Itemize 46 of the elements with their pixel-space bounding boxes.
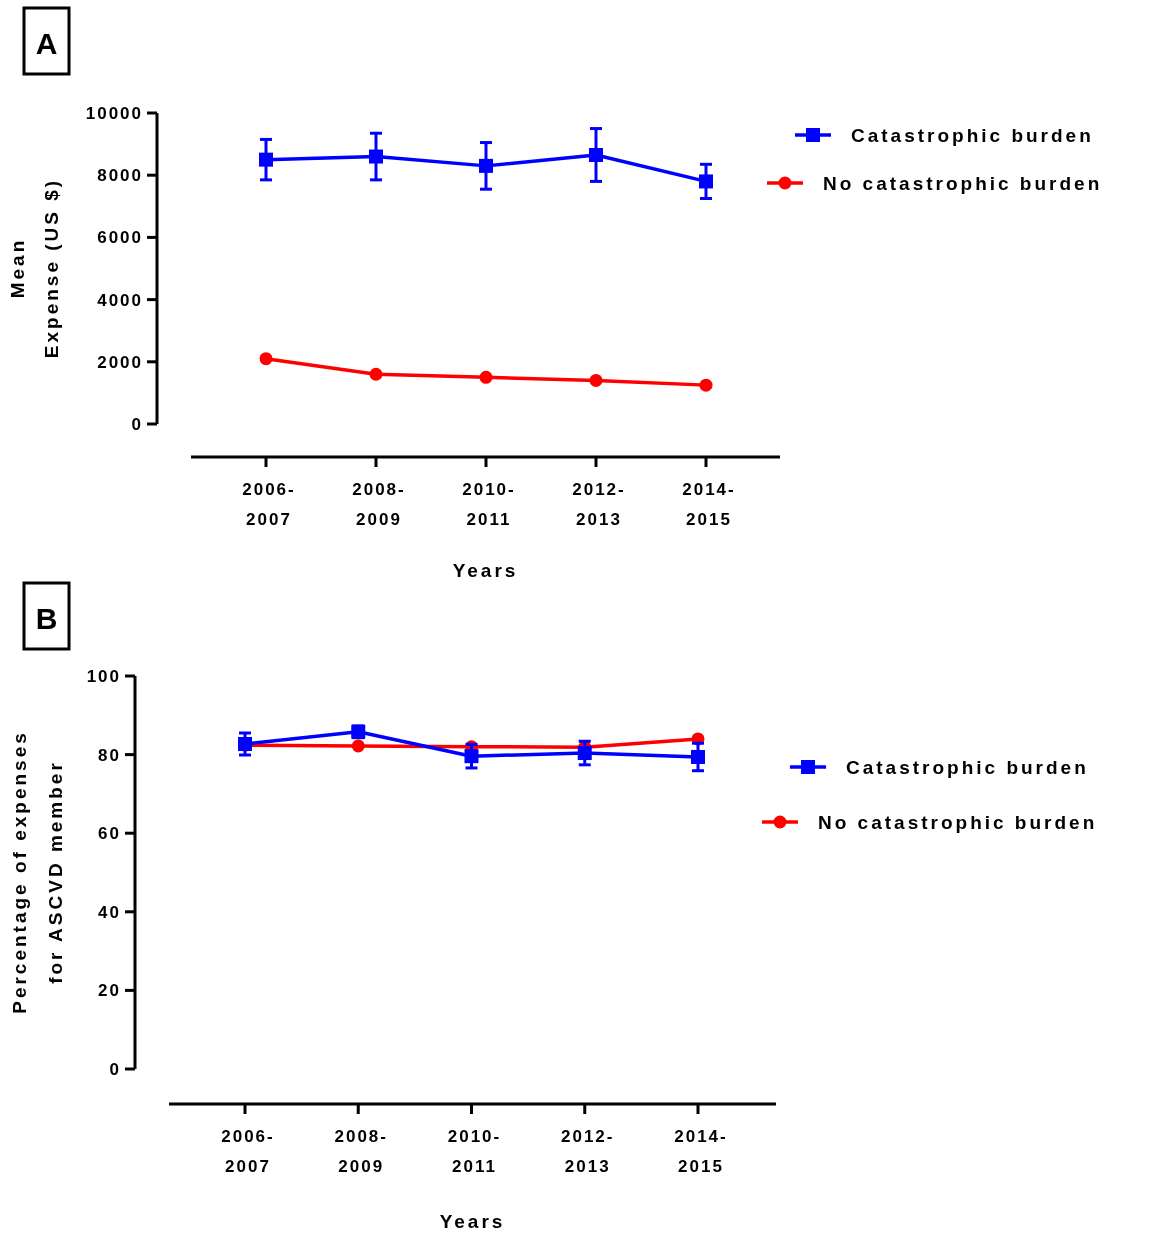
y-tick-label: 6000	[97, 228, 143, 248]
point	[351, 739, 365, 753]
x-tick-label: 2014- 2015	[674, 1127, 728, 1176]
x-axis-title: Years	[439, 1211, 506, 1232]
x-tick-label: 2006- 2007	[221, 1127, 275, 1176]
legend-label: Catastrophic burden	[846, 756, 1089, 778]
point	[589, 147, 603, 162]
y-axis-title: Mean Expense (US $)	[7, 177, 62, 359]
x-tick-label: 2012- 2013	[572, 480, 626, 529]
point	[259, 152, 273, 167]
y-tick-label: 0	[131, 414, 143, 434]
y-tick-label: 40	[98, 902, 121, 922]
legend-label: No catastrophic burden	[818, 811, 1098, 833]
point	[259, 352, 273, 366]
legend-label: No catastrophic burden	[823, 172, 1103, 194]
point	[479, 370, 493, 384]
y-tick-label: 4000	[97, 290, 143, 310]
point	[589, 373, 603, 387]
chart-title: A	[35, 27, 58, 60]
y-tick-label: 80	[98, 745, 121, 765]
legend-label: Catastrophic burden	[851, 124, 1094, 146]
y-tick-label: 10000	[85, 103, 143, 123]
point	[464, 749, 479, 764]
point	[479, 158, 493, 173]
y-tick-label: 60	[98, 824, 121, 844]
point	[699, 378, 713, 392]
x-tick-label: 2010- 2011	[462, 480, 516, 529]
y-tick-label: 0	[109, 1059, 121, 1079]
x-tick-label: 2008- 2009	[352, 480, 406, 529]
x-tick-label: 2014- 2015	[682, 480, 736, 529]
x-tick-label: 2008- 2009	[334, 1127, 388, 1176]
y-axis-title: Percentage of expenses for ASCVD member	[9, 730, 66, 1014]
x-tick-label: 2006- 2007	[242, 480, 296, 529]
point	[577, 746, 592, 761]
x-axis-title: Years	[452, 560, 519, 581]
point	[369, 149, 383, 164]
point	[369, 367, 383, 381]
x-tick-label: 2010- 2011	[447, 1127, 502, 1176]
y-tick-label: 2000	[97, 352, 143, 372]
point	[691, 749, 705, 764]
point	[699, 174, 713, 189]
x-tick-label: 2012- 2013	[561, 1127, 615, 1176]
chart-title: B	[35, 602, 58, 635]
y-tick-label: 8000	[97, 166, 143, 186]
y-tick-label: 20	[98, 981, 121, 1001]
y-tick-label: 100	[86, 666, 121, 686]
